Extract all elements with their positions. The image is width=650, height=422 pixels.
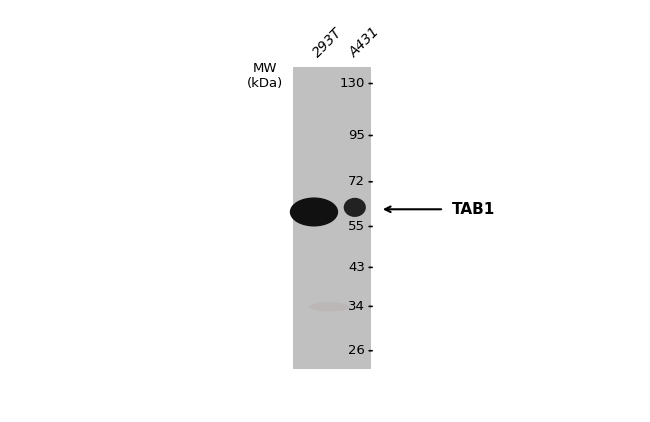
Ellipse shape xyxy=(309,302,349,311)
Text: MW
(kDa): MW (kDa) xyxy=(247,62,283,90)
Text: 43: 43 xyxy=(348,261,365,274)
Text: 34: 34 xyxy=(348,300,365,313)
Ellipse shape xyxy=(344,198,366,217)
Text: A431: A431 xyxy=(347,25,383,60)
Text: 95: 95 xyxy=(348,129,365,142)
Text: 72: 72 xyxy=(348,175,365,188)
Text: 293T: 293T xyxy=(311,26,345,60)
Text: TAB1: TAB1 xyxy=(452,202,495,217)
Text: 26: 26 xyxy=(348,344,365,357)
Text: 55: 55 xyxy=(348,220,365,233)
Ellipse shape xyxy=(290,197,338,227)
Bar xyxy=(292,67,371,369)
Text: 130: 130 xyxy=(339,77,365,90)
Bar xyxy=(292,67,371,366)
